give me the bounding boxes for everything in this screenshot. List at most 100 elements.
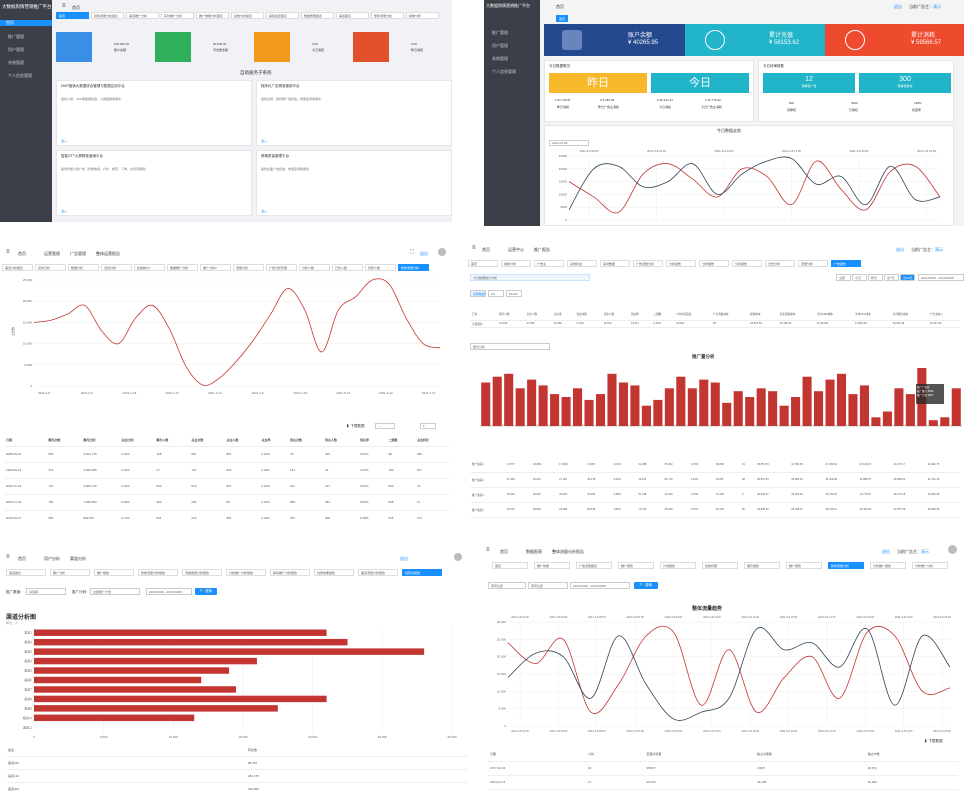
date-filter-2[interactable]: 昨日	[868, 274, 883, 281]
tab-item[interactable]: 数据分析	[68, 264, 99, 271]
tab-item[interactable]: 媒体分析	[501, 260, 531, 267]
sidebar-item-user[interactable]: 用户管理	[8, 47, 24, 52]
column-header[interactable]: 广告主收入	[927, 308, 960, 321]
table-row[interactable]: 推广渠道2 67,308 42,921 27,192 35,278 0.69% 16,151…	[470, 472, 960, 488]
tab-item[interactable]: 渠道流量分析报告	[358, 569, 398, 576]
table-row[interactable]: 2004-01-14 17 40,443 44,138 40,930	[488, 775, 958, 790]
bar[interactable]	[34, 657, 257, 665]
bar[interactable]	[492, 376, 502, 426]
table-row[interactable]: 2005-05-21 563 5,461,776 0.32% 168 851 897 0.01…	[4, 446, 450, 463]
tab-item[interactable]: 实时数据	[600, 260, 630, 267]
tab-item[interactable]: 媒体分析	[406, 12, 439, 19]
tab-item[interactable]: 投放统计1	[134, 264, 165, 271]
menu-toggle-icon[interactable]: ≡	[486, 547, 490, 553]
tab-item[interactable]: 流量分析	[798, 260, 828, 267]
column-filter[interactable]: ⋯	[375, 423, 395, 429]
table-row[interactable]: 2022-11-24 737 6,858,742 0.04% 533 513 847 0.01…	[4, 478, 450, 495]
menu-toggle-icon[interactable]: ≡	[6, 554, 10, 560]
search-label[interactable]: 搜索	[645, 583, 653, 587]
logout-link[interactable]: 退出	[400, 556, 408, 561]
bar[interactable]	[538, 385, 548, 426]
bar[interactable]	[814, 391, 824, 426]
tab-item[interactable]: 分析推广分析	[912, 562, 948, 569]
column-header[interactable]: 到达人数	[322, 434, 358, 447]
bar[interactable]	[34, 667, 230, 674]
advertiser-name[interactable]: 演示	[935, 247, 943, 252]
tab-item[interactable]: 分析推广分析报告	[226, 569, 266, 576]
column-header[interactable]: 曝光次数	[46, 434, 82, 447]
bar[interactable]	[527, 379, 537, 426]
tab-item[interactable]: 推广分析	[50, 569, 90, 576]
tab-item[interactable]: 整体流量分析报告	[138, 569, 178, 576]
advertiser-name[interactable]: 演示	[933, 4, 941, 9]
breadcrumb-item[interactable]: 推广报告	[534, 247, 550, 252]
tab-item[interactable]: 广告流量分析	[633, 260, 663, 267]
breadcrumb-item[interactable]: 首页	[500, 549, 508, 554]
bar[interactable]	[504, 373, 514, 426]
column-header[interactable]: 曝光比例	[81, 434, 120, 447]
tab-item[interactable]: 推广分析2	[200, 264, 231, 271]
column-header[interactable]: 点击比例	[119, 434, 155, 447]
tab-item[interactable]: 广告主	[534, 260, 564, 267]
service-card-title[interactable]: DMP营销大数据综合管理与数据应用平台	[61, 84, 125, 88]
column-header[interactable]: 点击次数	[189, 434, 225, 447]
tab-item[interactable]: 分析报告	[699, 260, 729, 267]
tab-item[interactable]: 日志人数	[332, 264, 363, 271]
date-filter-3[interactable]: 近7天	[884, 274, 899, 281]
column-header[interactable]: 日期	[488, 747, 586, 762]
column-header[interactable]: 到达人数	[601, 308, 629, 321]
tab-item[interactable]: 渠道分析报表	[2, 264, 33, 271]
breadcrumb-item[interactable]: 整体运营报告	[96, 251, 120, 256]
table-row[interactable]: 2003-07-22 750 7,996,830 0.66% 392 295 89 0.52%…	[4, 494, 450, 511]
fullscreen-icon[interactable]: ⛶	[410, 249, 414, 255]
bar[interactable]	[653, 399, 663, 426]
column-header[interactable]: 到达次数	[574, 308, 602, 321]
date-filter-1[interactable]: 今日	[852, 274, 867, 281]
bar[interactable]	[676, 376, 686, 426]
service-card-title[interactable]: 程序化广告精准营销平台	[261, 84, 300, 88]
service-card-title[interactable]: 智能OTT大屏精准营销平台	[61, 154, 103, 158]
column-header[interactable]: 点击人数	[524, 308, 552, 321]
bar[interactable]	[722, 402, 732, 426]
column-header[interactable]: 到达率	[358, 434, 387, 447]
breadcrumb-item[interactable]: 渠道分析	[70, 556, 86, 561]
tab-item[interactable]: 渠道报表	[6, 569, 46, 576]
tab-item[interactable]: 整体流量分析	[398, 264, 429, 271]
tab-item[interactable]: 计划报告	[660, 562, 696, 569]
tab-item[interactable]: 数据推广分析	[167, 264, 198, 271]
bar[interactable]	[34, 705, 278, 712]
tab-item[interactable]: 展示报告	[744, 562, 780, 569]
tab-item[interactable]: 渠道报表	[336, 12, 369, 19]
bar[interactable]	[802, 376, 812, 426]
table-row[interactable]: 渠道203 326,050	[6, 782, 468, 795]
tab-item[interactable]: 分析推广报告	[870, 562, 906, 569]
tab-item[interactable]: 分析人数	[299, 264, 330, 271]
date-range[interactable]: 2021/03/06 - 2021/03/08	[918, 274, 964, 281]
bar[interactable]	[34, 686, 237, 693]
column-header[interactable]: 平均CPC成本	[852, 308, 891, 321]
view-tab-2[interactable]: Mobile	[506, 290, 522, 297]
service-card-link[interactable]: 进入	[61, 139, 68, 143]
breadcrumb-item[interactable]: 运营中心	[508, 247, 524, 252]
bar[interactable]	[515, 388, 525, 426]
column-header[interactable]: 日期	[4, 434, 47, 447]
bar[interactable]	[573, 388, 583, 426]
bar[interactable]	[34, 714, 195, 722]
bar[interactable]	[699, 379, 709, 426]
bar[interactable]	[836, 373, 847, 426]
bar[interactable]	[791, 397, 801, 426]
tab-item[interactable]: 创意效果报告	[314, 569, 354, 576]
column-header[interactable]: 曝光人数	[154, 434, 190, 447]
tab-item[interactable]: 日志分析	[765, 260, 795, 267]
date-range[interactable]: 2021/03/06 - 2021/03/08	[146, 588, 192, 595]
column-header[interactable]: 转化数	[246, 744, 468, 757]
sidebar-item-promo[interactable]: 推广管理	[8, 34, 24, 39]
column-header[interactable]: 实际消耗成本	[777, 308, 815, 321]
bar[interactable]	[550, 394, 560, 426]
table-row[interactable]: 2016-06-17 550 964,537 0.71% 601 223 581 0.02% 7…	[4, 510, 450, 524]
breadcrumb-item[interactable]: 整体流量分析报告	[552, 549, 584, 554]
bar[interactable]	[607, 373, 617, 426]
date-filter-4[interactable]: 近30天	[900, 274, 915, 281]
logout-link[interactable]: 退出	[896, 247, 904, 252]
tab-home[interactable]: 首页	[556, 15, 569, 22]
